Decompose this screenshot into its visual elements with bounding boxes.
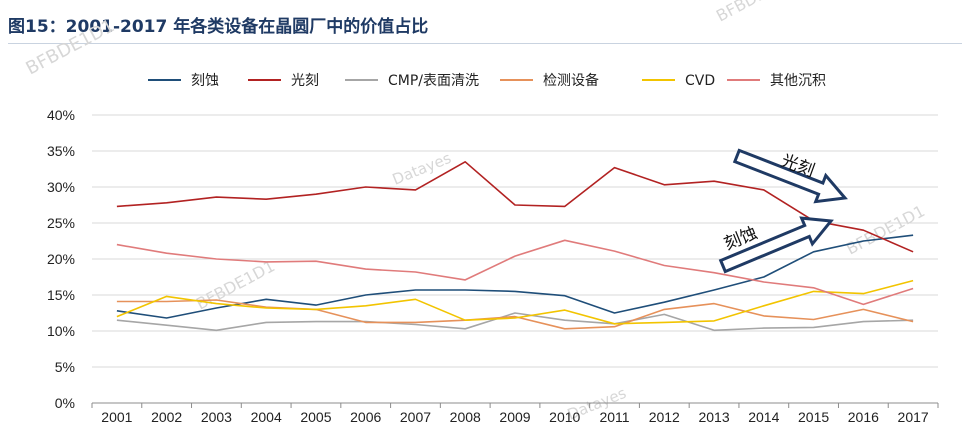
- y-tick-label: 5%: [55, 359, 75, 375]
- series-line-5: [116, 279, 914, 325]
- watermark-text: BFBDE1D1: [22, 15, 118, 79]
- y-tick-label: 0%: [55, 395, 75, 411]
- y-tick-label: 25%: [47, 215, 75, 231]
- legend: 刻蚀 光刻 CMP/表面清洗 检测设备 CVD 其他沉积: [148, 72, 826, 89]
- x-tick-label: 2010: [549, 409, 580, 425]
- x-tick-label: 2009: [499, 409, 530, 425]
- x-tick-label: 2007: [400, 409, 431, 425]
- legend-label: 刻蚀: [191, 73, 219, 89]
- x-tick-label: 2016: [848, 409, 879, 425]
- watermark-text: BFBDE1D1: [713, 0, 798, 26]
- series-line-2: [116, 161, 914, 253]
- x-tick-label: 2013: [698, 409, 729, 425]
- legend-label: 其他沉积: [770, 73, 826, 89]
- x-tick-label: 2004: [251, 409, 282, 425]
- x-tick-label: 2014: [748, 409, 779, 425]
- x-tick-label: 2003: [201, 409, 232, 425]
- annotation-arrow-lithography: [732, 148, 848, 204]
- legend-label: 光刻: [291, 73, 319, 89]
- series-line-4: [116, 299, 914, 330]
- axes: 0% 5% 10% 15% 20% 25% 30% 35% 40% 2001 2002 2003 200…: [47, 107, 939, 425]
- watermark-text: Datayes: [390, 149, 454, 189]
- series-line-6: [116, 239, 914, 306]
- series-lines: [116, 161, 914, 332]
- y-tick-label: 30%: [47, 179, 75, 195]
- y-tick-label: 10%: [47, 323, 75, 339]
- x-tick-label: 2002: [151, 409, 182, 425]
- x-tick-label: 2006: [350, 409, 381, 425]
- chart-title: 图15：2001-2017 年各类设备在晶圆厂中的价值占比: [8, 17, 429, 37]
- series-line-1: [116, 234, 914, 319]
- watermark-text: BFBDE1D1: [843, 201, 928, 258]
- watermarks: BFBDE1D1BFBDE1D1BFBDE1D1BFBDE1D1DatayesD…: [22, 0, 928, 424]
- legend-label: CVD: [685, 73, 715, 89]
- x-tick-label: 2012: [649, 409, 680, 425]
- x-tick-label: 2017: [898, 409, 929, 425]
- x-tick-label: 2015: [798, 409, 829, 425]
- y-tick-label: 15%: [47, 287, 75, 303]
- legend-label: CMP/表面清洗: [388, 73, 479, 89]
- y-tick-label: 20%: [47, 251, 75, 267]
- legend-label: 检测设备: [543, 72, 599, 89]
- title-divider: [8, 43, 962, 44]
- x-tick-label: 2005: [300, 409, 331, 425]
- annotation-arrow-etch: [718, 216, 834, 274]
- series-line-3: [116, 312, 914, 332]
- y-tick-label: 35%: [47, 143, 75, 159]
- x-tick-label: 2011: [599, 409, 629, 425]
- x-tick-label: 2008: [450, 409, 481, 425]
- y-tick-label: 40%: [47, 107, 75, 123]
- x-tick-label: 2001: [101, 409, 132, 425]
